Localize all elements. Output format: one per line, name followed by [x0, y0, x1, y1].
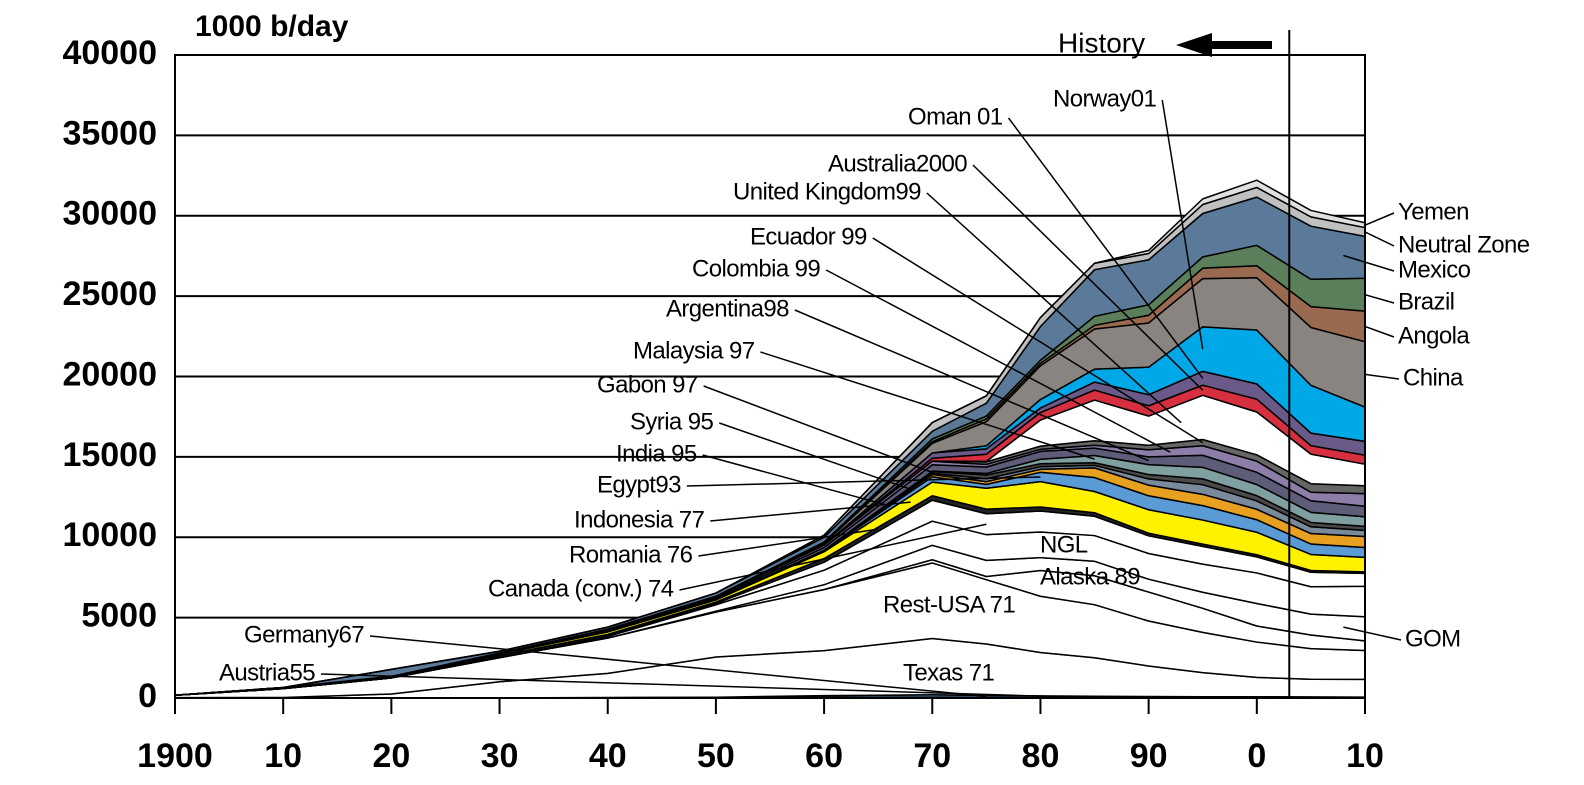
series-label: Gabon 97 [597, 371, 698, 398]
leader-line [825, 269, 1171, 453]
leader-line [1364, 293, 1395, 304]
leader-line [679, 523, 987, 591]
series-label: Australia2000 [828, 150, 967, 177]
leader-line [972, 164, 1204, 391]
x-tick-label: 40 [589, 737, 627, 775]
leader-line [1364, 325, 1395, 338]
leader-line [1343, 254, 1395, 272]
series-label: Syria 95 [630, 408, 713, 435]
y-tick-label: 0 [138, 677, 157, 715]
x-tick-label: 80 [1022, 737, 1060, 775]
leader-line [872, 237, 1204, 444]
series-label: Malaysia 97 [633, 337, 755, 364]
series-label: Indonesia 77 [574, 506, 705, 533]
x-tick-label: 60 [805, 737, 843, 775]
y-tick-label: 5000 [81, 597, 157, 635]
leader-line [794, 309, 1149, 462]
annotation: History [1058, 27, 1145, 58]
x-tick-label: 30 [481, 737, 519, 775]
series-label: Mexico [1398, 256, 1471, 283]
series-label: India 95 [616, 440, 697, 467]
series-label: Yemen [1398, 198, 1469, 225]
leader-line [1364, 231, 1395, 247]
y-tick-label: 35000 [62, 114, 157, 152]
series-label: Norway01 [1053, 85, 1156, 112]
series-label: Egypt93 [597, 471, 681, 498]
plot-frame [174, 54, 1366, 699]
y-tick-label: 10000 [62, 516, 157, 554]
x-tick-label: 1900 [137, 737, 213, 775]
leader-line [1161, 99, 1204, 350]
series-label: China [1403, 364, 1464, 391]
series-label: Canada (conv.) 74 [488, 575, 674, 602]
leader-line [686, 476, 1041, 487]
leader-line [760, 351, 1095, 460]
series-label: Angola [1398, 322, 1470, 349]
series-label: GOM [1405, 625, 1461, 652]
x-tick-label: 0 [1247, 737, 1266, 775]
y-tick-label: 40000 [62, 34, 157, 72]
series-label: Germany67 [244, 621, 364, 648]
series-label: Romania 76 [569, 541, 693, 568]
leader-line [369, 635, 987, 698]
series-label: Neutral Zone [1398, 231, 1530, 258]
series-label: Colombia 99 [692, 255, 820, 282]
x-tick-label: 20 [372, 737, 410, 775]
leader-line [703, 385, 933, 474]
series-label: Oman 01 [908, 103, 1003, 130]
leader-line [710, 501, 911, 522]
x-tick-label: 10 [264, 737, 302, 775]
series-label: Austria55 [219, 659, 315, 686]
series-label: Ecuador 99 [750, 223, 867, 250]
x-tick-label: 10 [1346, 737, 1384, 775]
x-tick-label: 50 [697, 737, 735, 775]
x-tick-label: 90 [1130, 737, 1168, 775]
y-axis-label: 1000 b/day [195, 10, 349, 43]
leader-line [1007, 117, 1204, 379]
series-label: United Kingdom99 [733, 178, 921, 205]
series-label: Argentina98 [666, 295, 789, 322]
leader-line [1364, 373, 1400, 380]
leader-line [926, 192, 1182, 424]
y-tick-label: 25000 [62, 275, 157, 313]
y-tick-label: 15000 [62, 436, 157, 474]
series-label: Brazil [1398, 288, 1454, 315]
history-arrow [1176, 33, 1272, 57]
series-label: Alaska 89 [1040, 563, 1140, 590]
leader-line [698, 528, 879, 557]
series-label: Texas 71 [903, 659, 995, 686]
series-label: NGL [1040, 531, 1088, 558]
x-tick-label: 70 [913, 737, 951, 775]
y-tick-label: 20000 [62, 355, 157, 393]
series-label: Rest-USA 71 [883, 591, 1015, 618]
leader-line [702, 454, 890, 507]
leader-line [719, 422, 911, 490]
leader-line [1364, 212, 1395, 226]
leader-line [1343, 626, 1402, 641]
y-tick-label: 30000 [62, 195, 157, 233]
